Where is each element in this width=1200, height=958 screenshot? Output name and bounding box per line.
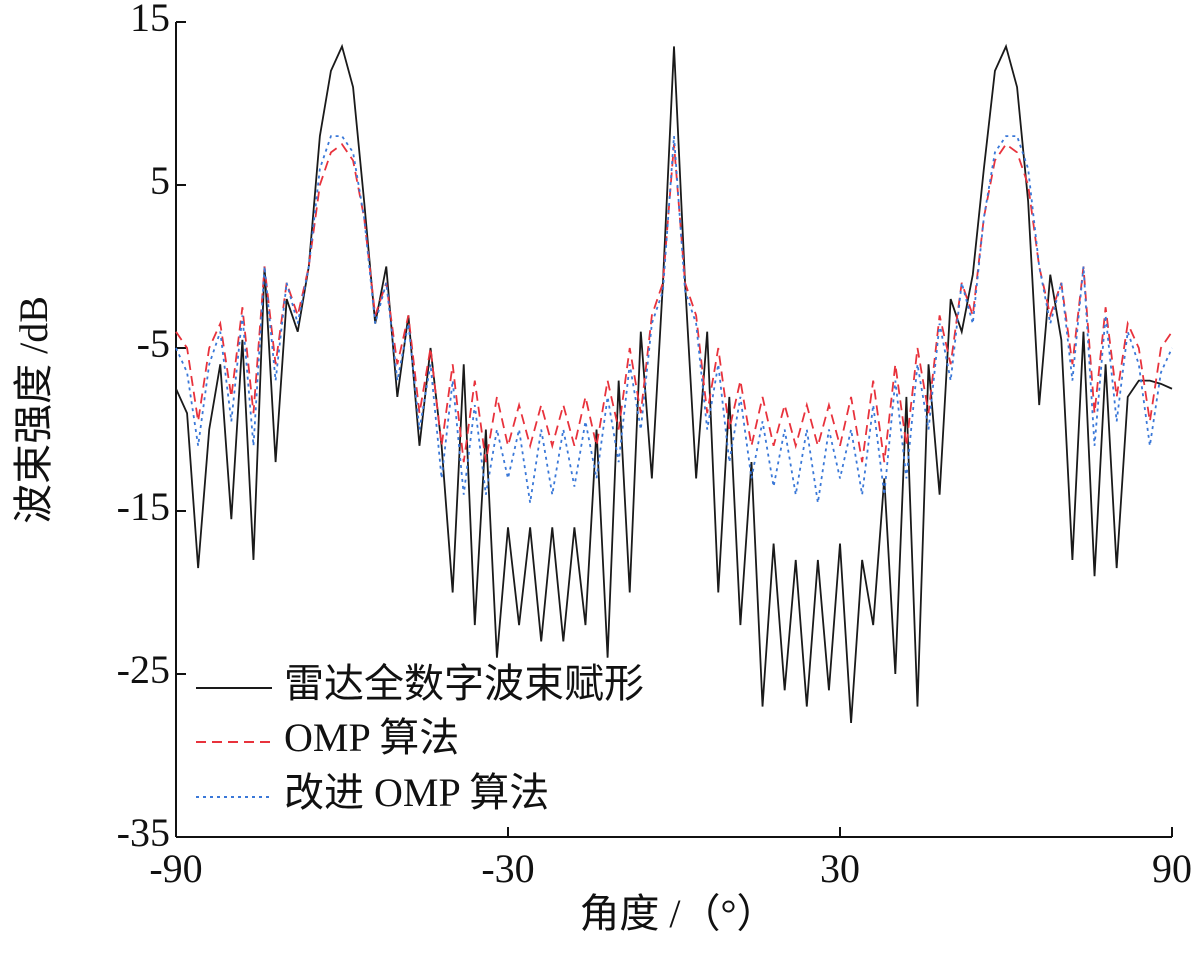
y-tick-label: -35 bbox=[117, 810, 170, 855]
series-line bbox=[175, 142, 1173, 463]
y-tick-label: -5 bbox=[137, 321, 170, 366]
y-axis-label: 波束强度 /dB bbox=[11, 296, 56, 524]
x-tick-label: -30 bbox=[481, 846, 534, 891]
y-tick-label: 15 bbox=[130, 0, 170, 40]
series-line bbox=[175, 135, 1173, 503]
y-tick-label: -25 bbox=[117, 647, 170, 692]
x-tick-label: -90 bbox=[149, 846, 202, 891]
legend-label: 雷达全数字波束赋形 bbox=[284, 661, 644, 706]
series-line bbox=[175, 43, 1173, 723]
x-axis-label: 角度 /（°） bbox=[579, 891, 776, 936]
y-tick-label: 5 bbox=[150, 158, 170, 203]
legend-label: OMP 算法 bbox=[284, 715, 459, 760]
y-tick-label: -15 bbox=[117, 484, 170, 529]
x-tick-label: 30 bbox=[820, 846, 860, 891]
legend-label: 改进 OMP 算法 bbox=[284, 770, 549, 815]
x-tick-label: 90 bbox=[1152, 846, 1192, 891]
